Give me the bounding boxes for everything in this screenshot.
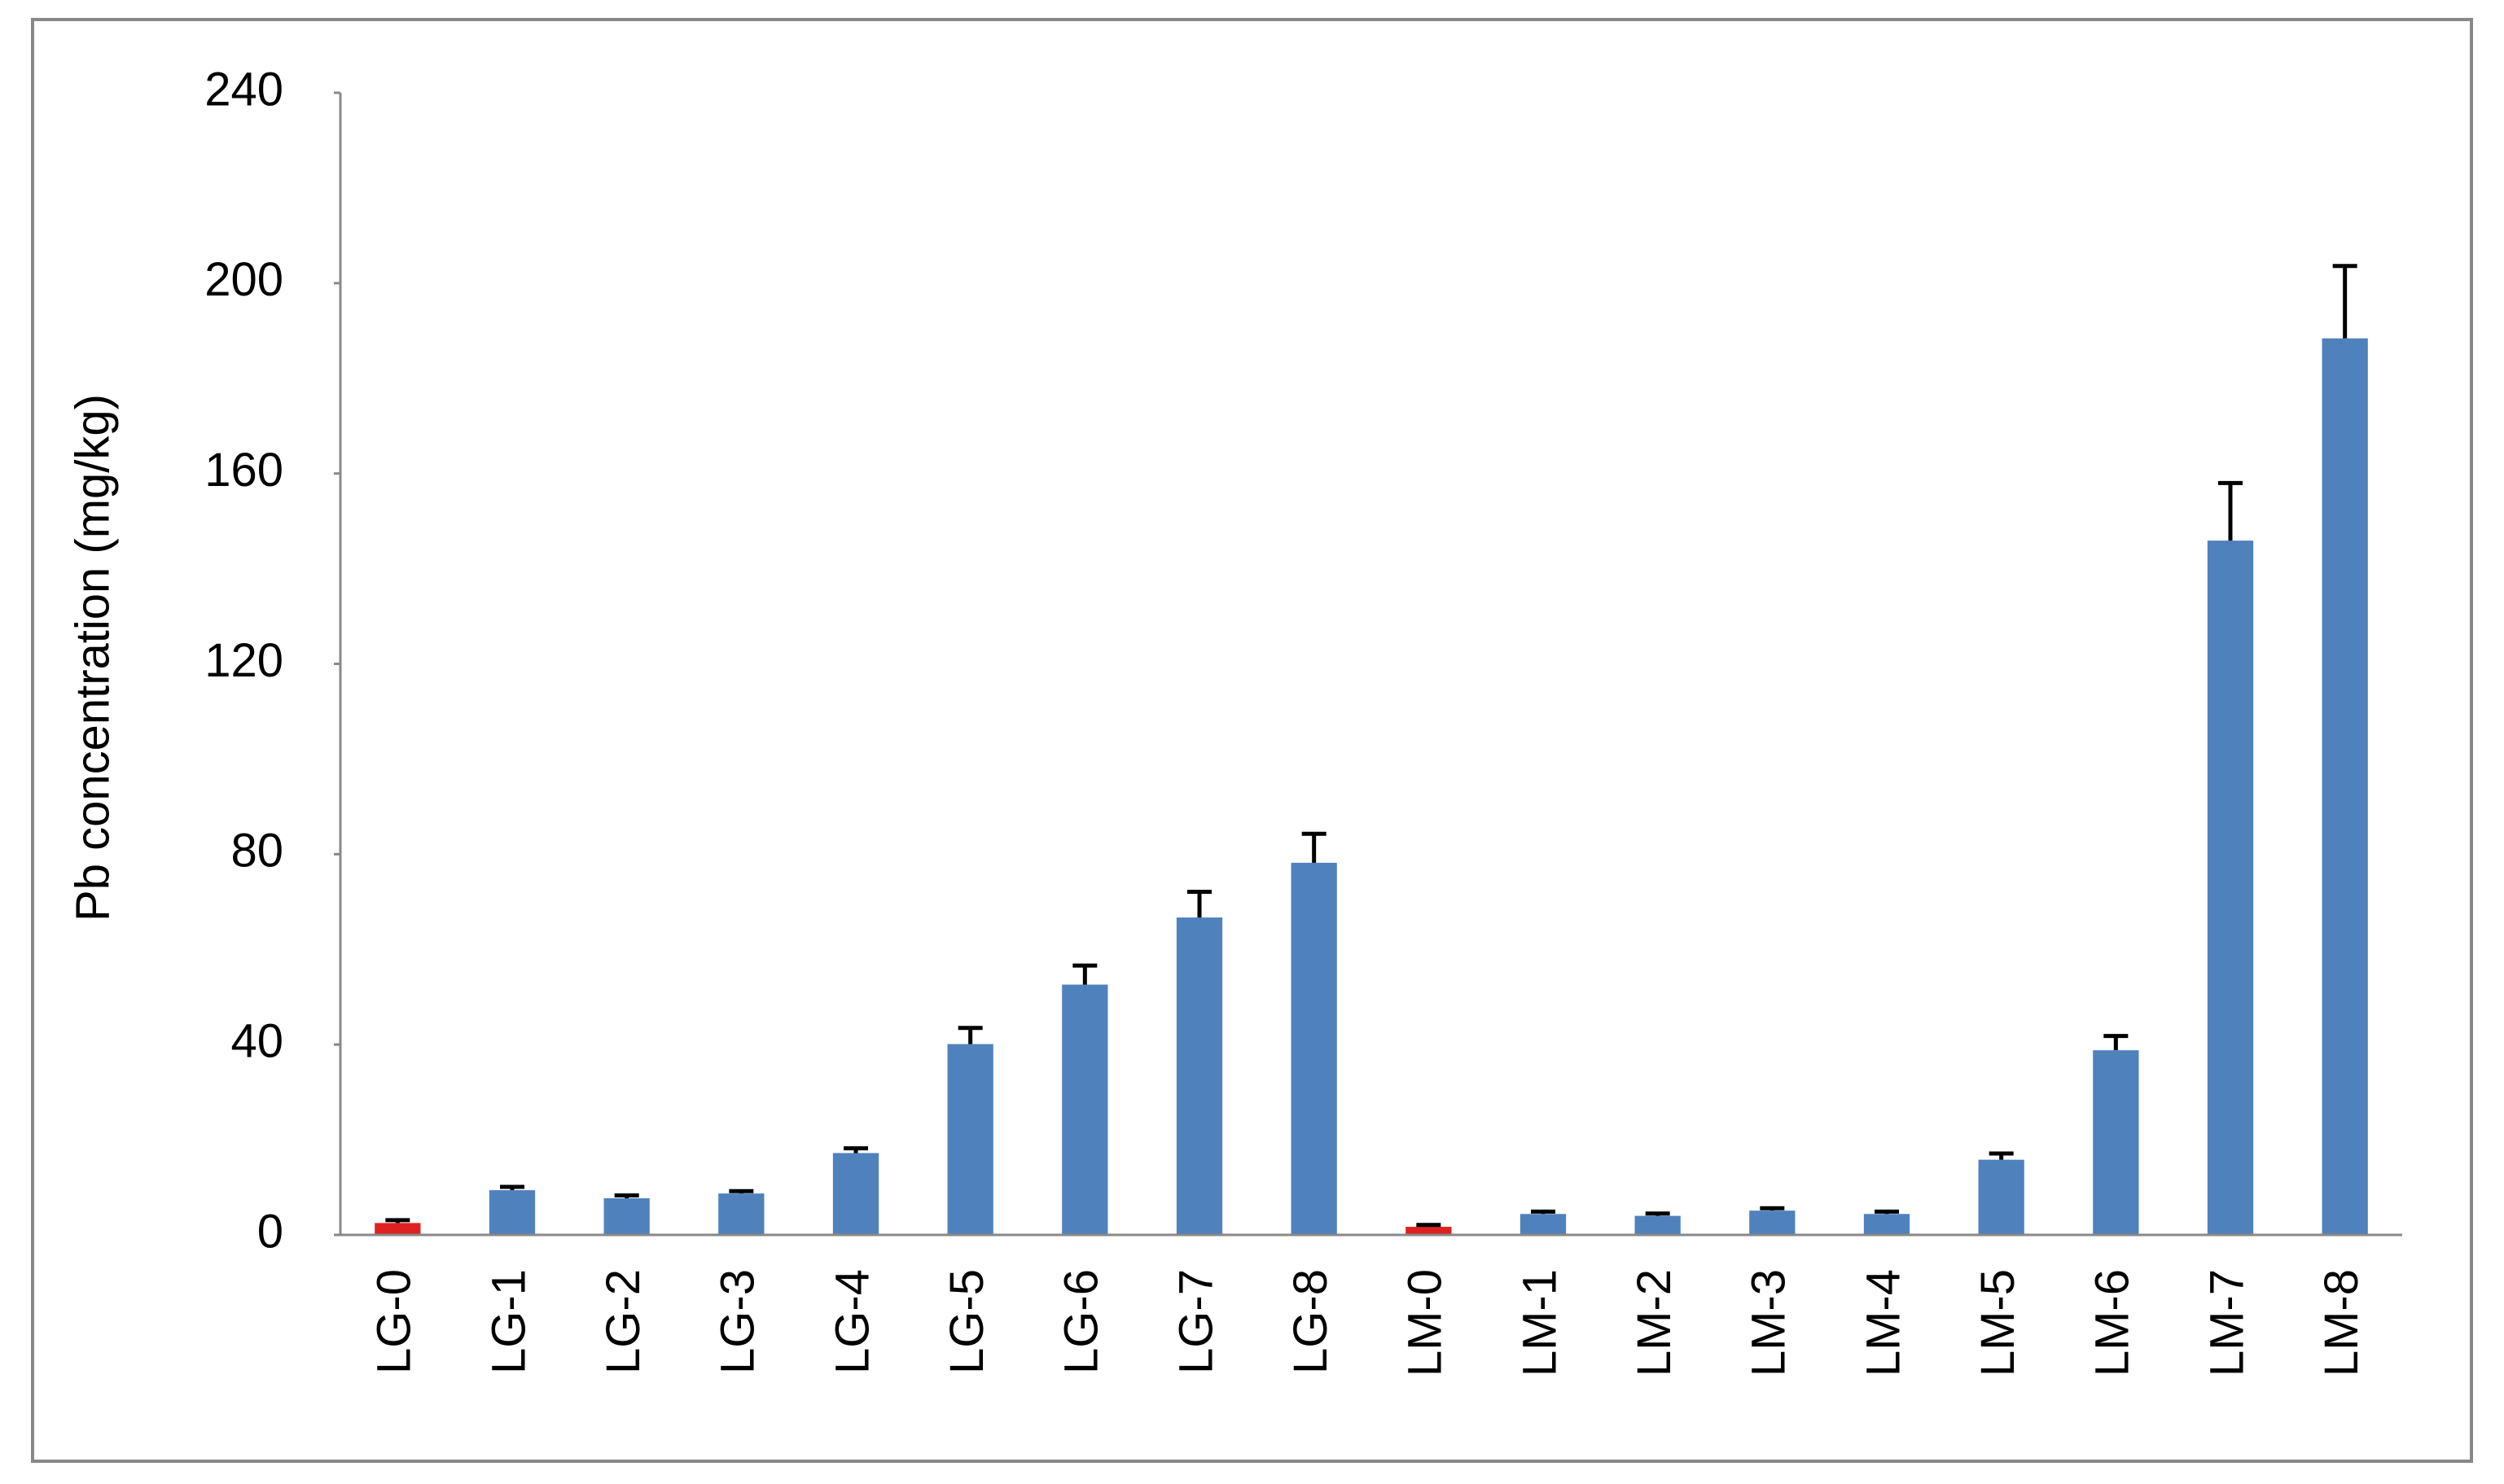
x-tick-label: LM-6 xyxy=(2086,1269,2139,1377)
x-tick-label: LM-7 xyxy=(2200,1269,2253,1377)
error-bar xyxy=(1072,963,1098,985)
bar xyxy=(1405,1227,1452,1235)
x-tick-label: LM-5 xyxy=(1971,1269,2024,1377)
error-bar xyxy=(1645,1211,1670,1216)
y-tick-label: 40 xyxy=(230,1014,283,1067)
x-tick-label: LG-1 xyxy=(482,1269,535,1374)
x-tick-label: LG-4 xyxy=(826,1269,879,1374)
bar xyxy=(1863,1214,1910,1235)
bar xyxy=(1749,1210,1796,1235)
x-tick-label: LM-2 xyxy=(1628,1269,1681,1377)
error-bar xyxy=(2218,480,2243,541)
error-bar xyxy=(614,1193,639,1198)
y-tick-label: 240 xyxy=(204,63,283,116)
x-tick-label: LM-3 xyxy=(1743,1269,1796,1377)
y-tick-label: 0 xyxy=(257,1205,283,1258)
error-bar xyxy=(1875,1209,1899,1215)
error-bar xyxy=(2332,264,2357,339)
x-tick-label: LG-6 xyxy=(1055,1269,1108,1374)
y-tick-label: 120 xyxy=(204,634,283,687)
bar xyxy=(489,1190,536,1235)
bar xyxy=(375,1223,421,1235)
y-axis-title: Pb concentration (mg/kg) xyxy=(66,394,119,921)
error-bar xyxy=(1760,1206,1785,1211)
error-bar xyxy=(1989,1151,2014,1160)
bar xyxy=(1520,1214,1567,1235)
bar xyxy=(1062,984,1108,1235)
error-bar xyxy=(500,1184,524,1191)
x-tick-label: LG-0 xyxy=(368,1269,421,1374)
bar xyxy=(1291,862,1337,1235)
error-bar xyxy=(729,1189,754,1194)
x-tick-label: LG-2 xyxy=(597,1269,650,1374)
x-tick-label: LM-4 xyxy=(1857,1269,1910,1377)
x-tick-label: LG-5 xyxy=(941,1269,993,1374)
x-tick-label: LG-3 xyxy=(712,1269,765,1374)
x-tick-label: LG-7 xyxy=(1169,1269,1222,1374)
bar xyxy=(832,1153,879,1235)
bar xyxy=(2093,1050,2139,1235)
bar xyxy=(603,1197,650,1235)
error-bar xyxy=(2103,1034,2129,1051)
bar xyxy=(718,1193,765,1235)
x-tick-label: LM-1 xyxy=(1513,1269,1566,1377)
error-bar xyxy=(844,1146,868,1153)
bar xyxy=(2322,338,2368,1235)
bar xyxy=(1634,1215,1681,1235)
bar xyxy=(1176,917,1223,1235)
chart-border xyxy=(31,18,2473,1463)
bar xyxy=(1978,1159,2024,1235)
x-tick-label: LM-0 xyxy=(1399,1269,1452,1377)
x-tick-label: LM-8 xyxy=(2315,1269,2368,1377)
error-bar xyxy=(1301,831,1327,863)
x-tick-label: LG-8 xyxy=(1284,1269,1337,1374)
error-bar xyxy=(958,1026,983,1044)
bar xyxy=(2207,541,2254,1235)
y-tick-label: 80 xyxy=(230,825,283,878)
y-tick-label: 160 xyxy=(204,444,283,497)
error-bar xyxy=(385,1218,410,1224)
bar xyxy=(947,1044,993,1235)
error-bar xyxy=(1187,890,1212,918)
error-bar xyxy=(1531,1209,1555,1215)
error-bar xyxy=(1416,1223,1441,1228)
y-tick-label: 200 xyxy=(204,253,283,306)
